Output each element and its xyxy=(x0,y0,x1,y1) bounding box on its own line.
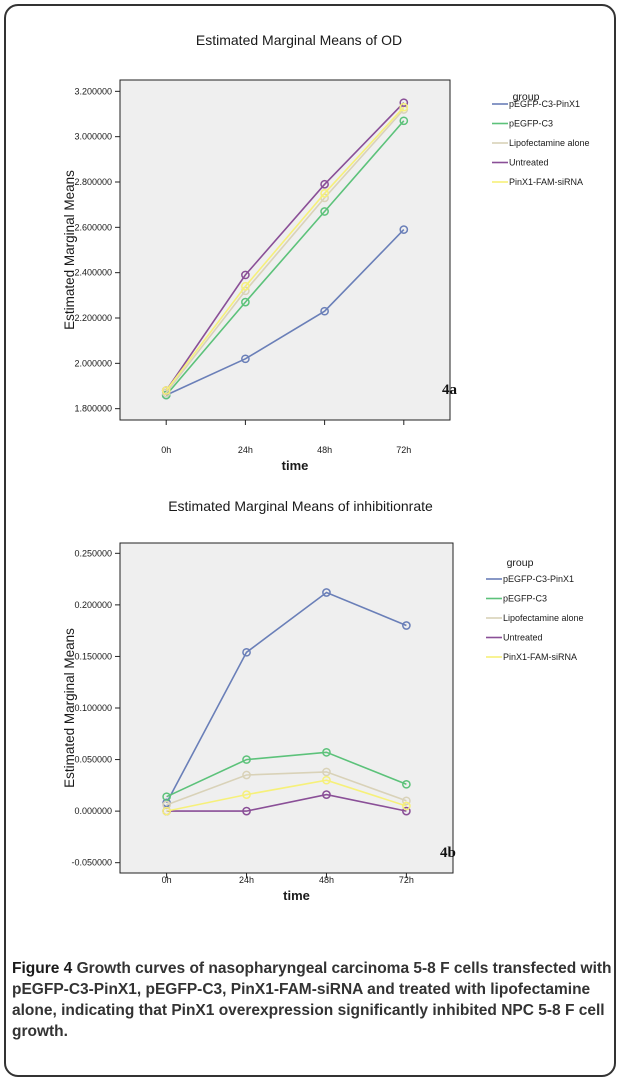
chart1-x-tick-label: 24h xyxy=(238,445,253,455)
chart2-x-tick-label: 24h xyxy=(239,875,254,885)
chart2-series-5-point xyxy=(322,775,331,785)
chart1-series-4-point xyxy=(320,179,329,189)
chart1-legend-item: Lipofectamine alone xyxy=(509,138,590,148)
chart1-series-2-point xyxy=(320,207,329,216)
chart1-series-line-2 xyxy=(165,120,405,396)
chart2-title: Estimated Marginal Means of inhibitionra… xyxy=(168,498,433,514)
chart2-plot-area xyxy=(119,542,454,874)
chart2-legend-item: PinX1-FAM-siRNA xyxy=(503,652,577,662)
chart2-legend-item: Lipofectamine alone xyxy=(503,613,584,623)
chart1-series-4-point xyxy=(399,98,409,108)
chart1-series-1-point xyxy=(320,306,329,316)
chart1-y-tick-label: 2.600000 xyxy=(74,222,112,232)
chart1-x-tick-label: 48h xyxy=(317,445,332,455)
chart1-y-tick-label: 2.200000 xyxy=(74,313,112,323)
chart2-series-5-point xyxy=(242,790,251,799)
chart2-series-4-point xyxy=(402,806,411,816)
chart2-y-tick-label: 0.050000 xyxy=(74,755,112,765)
chart1-series-1-point xyxy=(399,225,409,234)
chart2-y-tick-label: -0.050000 xyxy=(71,858,112,868)
chart1-series-5-point xyxy=(320,188,329,198)
caption-text: Growth curves of nasopharyngeal carcinom… xyxy=(12,960,612,1040)
chart1-x-tick-label: 0h xyxy=(161,445,171,455)
chart1-y-tick-label: 3.200000 xyxy=(74,86,112,96)
chart2-series-1-point xyxy=(322,588,331,597)
chart1-title: Estimated Marginal Means of OD xyxy=(196,32,402,48)
chart2-x-tick-label: 72h xyxy=(399,875,414,885)
chart2-series-line-4 xyxy=(166,793,407,812)
chart1-series-line-3 xyxy=(165,108,405,394)
chart2-series-1-point xyxy=(402,621,411,630)
chart1-y-axis-label: Estimated Marginal Means xyxy=(62,170,77,330)
chart1-plot-area xyxy=(119,79,451,421)
chart1-legend-title: group xyxy=(513,91,540,103)
chart1-legend-item: pEGFP-C3-PinX1 xyxy=(509,99,580,109)
chart2-series-line-5 xyxy=(166,779,407,812)
chart1-y-tick-label: 2.400000 xyxy=(74,268,112,278)
chart1-series-5-point xyxy=(241,281,250,291)
chart2-series-1-point xyxy=(242,647,251,657)
chart1-series-4-point xyxy=(241,270,250,280)
chart1-series-line-1 xyxy=(165,229,405,396)
chart1-series-2-point xyxy=(241,297,250,307)
chart1-legend-item: Untreated xyxy=(509,158,549,168)
figure-caption: Figure 4 Growth curves of nasopharyngeal… xyxy=(12,958,612,1042)
figure-charts: Estimated Marginal Means of OD 1.800000 2.… xyxy=(62,32,590,903)
chart2-legend-item: pEGFP-C3-PinX1 xyxy=(503,574,574,584)
chart2-y-axis-label: Estimated Marginal Means xyxy=(62,628,77,788)
chart2-legend-item: Untreated xyxy=(503,633,543,643)
chart2-series-3-point xyxy=(402,796,411,806)
chart2-series-3-point xyxy=(242,770,251,780)
chart2-y-tick-label: 0.250000 xyxy=(74,548,112,558)
chart2-series-3-point xyxy=(322,767,331,777)
chart2-series-5-point xyxy=(162,806,171,816)
chart2-series-5-point xyxy=(402,801,411,811)
chart1-legend-item: pEGFP-C3 xyxy=(509,119,553,129)
chart1-y-tick-label: 2.000000 xyxy=(74,358,112,368)
chart1-series-1-point xyxy=(241,354,250,364)
chart1-series-line-5 xyxy=(165,106,405,391)
chart2-panel-label: 4b xyxy=(440,845,456,861)
chart2-legend-title: group xyxy=(507,557,534,569)
chart1-series-5-point xyxy=(161,386,171,395)
chart1-legend-item: PinX1-FAM-siRNA xyxy=(509,177,583,187)
chart2-series-line-1 xyxy=(165,591,407,804)
chart1-panel-label: 4a xyxy=(442,382,458,398)
chart1-x-tick-label: 72h xyxy=(396,445,411,455)
chart1-y-tick-label: 2.800000 xyxy=(74,177,112,187)
chart1-x-axis-label: time xyxy=(282,458,309,473)
chart2-y-tick-label: 0.150000 xyxy=(74,651,112,661)
chart2-legend-item: pEGFP-C3 xyxy=(503,594,547,604)
chart1-series-5-point xyxy=(399,102,409,112)
chart2-x-tick-label: 48h xyxy=(319,875,334,885)
chart2-series-2-point xyxy=(242,755,251,764)
chart2-series-2-point xyxy=(162,792,171,802)
chart2-series-3-point xyxy=(162,800,171,810)
chart2-y-tick-label: 0.200000 xyxy=(74,600,112,610)
chart2-x-tick-label: 0h xyxy=(162,875,172,885)
chart1-y-tick-label: 1.800000 xyxy=(74,404,112,414)
chart2-series-4-point xyxy=(242,806,251,816)
chart2-series-2-point xyxy=(322,747,331,757)
chart2-x-axis-label: time xyxy=(283,888,310,903)
caption-label: Figure 4 xyxy=(12,960,73,977)
chart2-series-2-point xyxy=(402,779,411,789)
chart1-y-tick-label: 3.000000 xyxy=(74,132,112,142)
chart1-series-line-4 xyxy=(165,102,405,391)
chart2-series-line-2 xyxy=(166,751,407,798)
chart2-y-tick-label: 0.000000 xyxy=(74,806,112,816)
chart2-series-4-point xyxy=(322,790,331,799)
chart1-series-2-point xyxy=(399,116,409,126)
chart2-series-line-3 xyxy=(166,771,407,806)
chart2-y-tick-label: 0.100000 xyxy=(74,703,112,713)
